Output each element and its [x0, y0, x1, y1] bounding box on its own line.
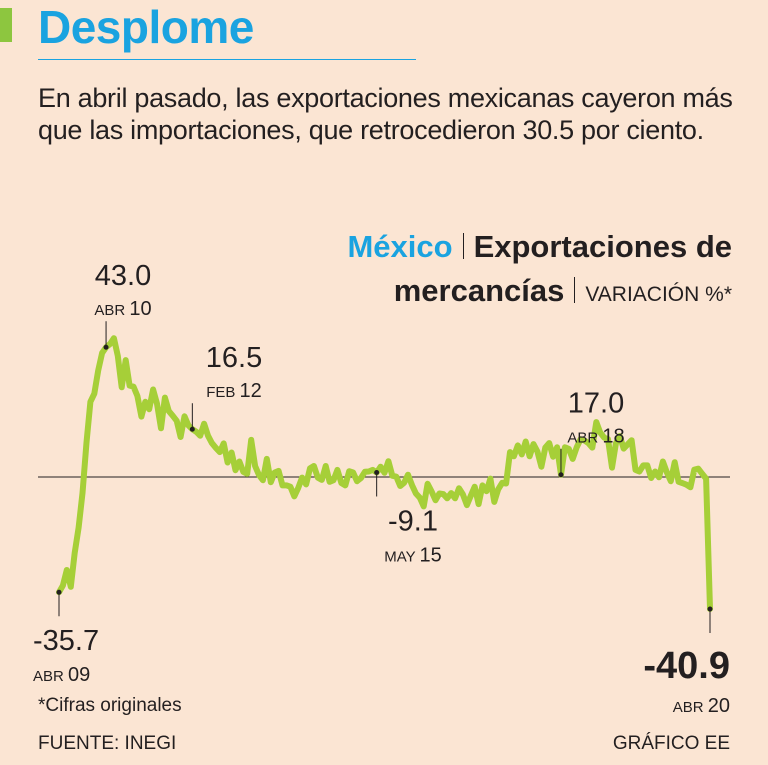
- source: FUENTE: INEGI: [38, 733, 177, 754]
- annotation-value: -40.9: [643, 645, 730, 687]
- credit: GRÁFICO EE: [612, 733, 730, 754]
- heading-separator: [462, 233, 464, 259]
- series-line: [56, 335, 713, 612]
- accent-bar: [0, 8, 12, 42]
- annotation-value: 43.0: [95, 260, 151, 292]
- annotation-date: ABR 18: [567, 426, 624, 448]
- annotation-layer: 43.0 ABR 10 16.5 FEB 12 17.0 ABR 18 -9.1 MAY 15…: [33, 260, 730, 717]
- annotation-value: 17.0: [568, 388, 624, 420]
- annotation-value: -35.7: [33, 625, 99, 657]
- chart-title-line1: Exportaciones de: [473, 229, 732, 264]
- title-rule: [38, 59, 416, 60]
- footnote: *Cifras originales: [38, 695, 182, 716]
- heading-separator: [574, 277, 576, 303]
- subtitle: En abril pasado, las exportaciones mexic…: [38, 83, 733, 145]
- annotation-value: 16.5: [206, 342, 262, 374]
- chart-title-line2: mercancías: [393, 273, 565, 308]
- chart-country: México: [347, 229, 453, 264]
- chart-unit: VARIACIÓN %*: [585, 283, 732, 306]
- chart-heading-line2: mercancías VARIACIÓN %*: [347, 272, 732, 316]
- annotation-date: FEB 12: [206, 380, 262, 402]
- annotation-date: MAY 15: [384, 544, 442, 566]
- annotation-value: -9.1: [388, 505, 438, 537]
- chart-heading: México Exportaciones de mercancías VARIACI…: [347, 228, 732, 316]
- page-title: Desplome: [38, 1, 254, 53]
- annotation-date: ABR 20: [673, 695, 730, 717]
- annotation-date: ABR 09: [33, 664, 90, 686]
- annotation-date: ABR 10: [94, 298, 151, 320]
- chart-heading-line1: México Exportaciones de: [347, 228, 732, 272]
